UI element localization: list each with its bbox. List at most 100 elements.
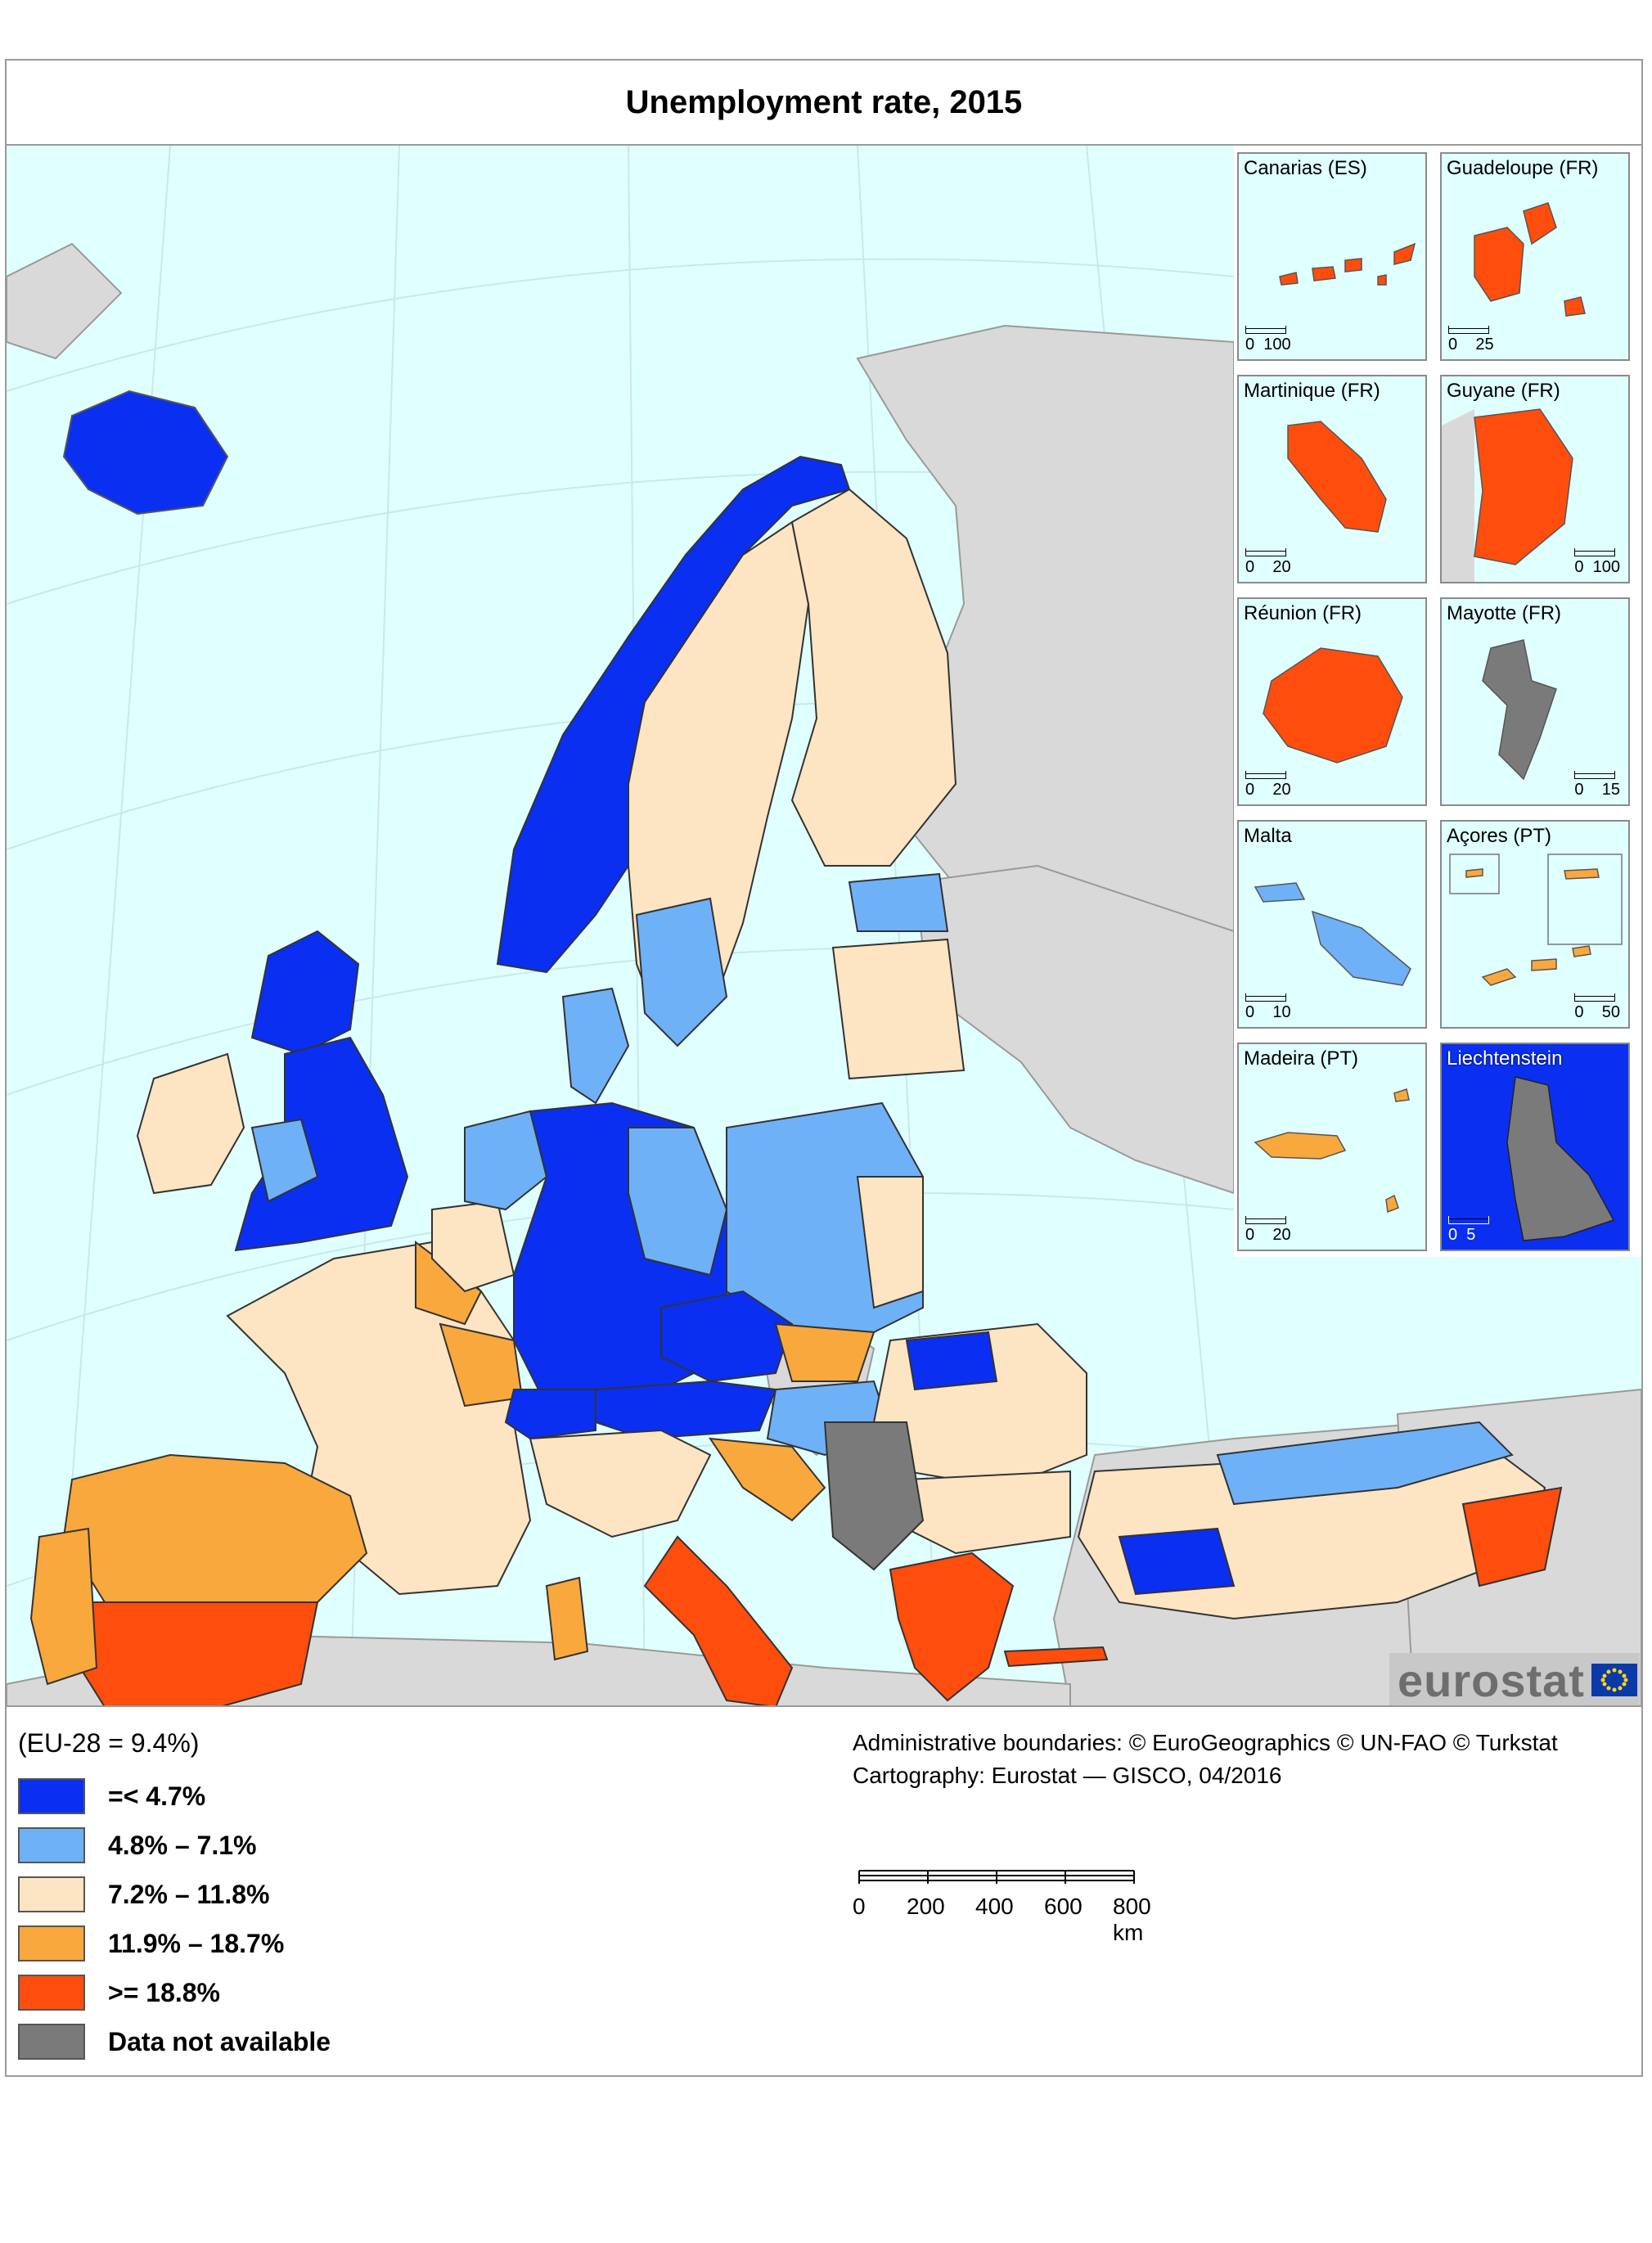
inset-guyane: Guyane (FR) 0 100 xyxy=(1440,375,1630,583)
inset-scale-bar xyxy=(1245,326,1286,334)
turkey-north xyxy=(1216,1421,1514,1506)
inset-reunion: Réunion (FR) 0 20 xyxy=(1237,597,1427,806)
serbia-na xyxy=(823,1421,925,1571)
inset-scale-bar xyxy=(1574,771,1616,779)
legend-label: >= 18.8% xyxy=(108,1977,220,2007)
inset-madeira: Madeira (PT) 0 20 xyxy=(1237,1043,1427,1251)
iceland xyxy=(62,390,229,516)
romania-bucharest xyxy=(905,1331,998,1391)
eu-flag-icon xyxy=(1591,1664,1637,1696)
eu-stars xyxy=(1600,1668,1628,1692)
austria xyxy=(595,1380,777,1440)
inset-scale-bar xyxy=(1245,993,1286,1002)
slovakia xyxy=(774,1322,876,1382)
inset-scale: 0 15 xyxy=(1574,771,1620,799)
legend-item: 4.8% – 7.1% xyxy=(18,1821,331,1870)
inset-scale-bar xyxy=(1245,1216,1286,1224)
guadeloupe-shape xyxy=(1474,202,1586,317)
legend-label: 11.9% – 18.7% xyxy=(108,1928,285,1958)
inset-label: Canarias (ES) xyxy=(1244,157,1367,179)
estonia xyxy=(848,872,949,932)
credits-boundaries: Administrative boundaries: © EuroGeograp… xyxy=(853,1730,1558,1755)
scale-tick: 800 km xyxy=(1113,1894,1151,1945)
legend-swatch xyxy=(18,1827,85,1863)
inset-scale-bar xyxy=(1448,326,1489,334)
inset-label: Guyane (FR) xyxy=(1447,380,1560,402)
inset-label: Martinique (FR) xyxy=(1244,380,1380,402)
inset-mayotte: Mayotte (FR) 0 15 xyxy=(1440,597,1630,806)
inset-scale: 0 10 xyxy=(1245,993,1291,1022)
reunion-shape xyxy=(1263,647,1403,763)
sardinia xyxy=(545,1576,589,1661)
mayotte-shape xyxy=(1482,639,1557,781)
inset-scale: 0 20 xyxy=(1245,771,1291,799)
denmark xyxy=(561,987,630,1105)
greenland-coast xyxy=(7,242,123,360)
legend-item: =< 4.7% xyxy=(18,1772,331,1821)
italy-north xyxy=(529,1429,712,1538)
poland-east xyxy=(856,1176,924,1309)
legend-swatch xyxy=(18,1925,85,1961)
inset-label: Réunion (FR) xyxy=(1244,602,1362,624)
inset-scale-bar xyxy=(1448,1216,1489,1224)
inset-label: Liechtenstein xyxy=(1447,1047,1563,1070)
inset-scale: 0 5 xyxy=(1448,1216,1489,1245)
inset-label: Açores (PT) xyxy=(1447,825,1552,847)
martinique-shape xyxy=(1287,421,1387,533)
croatia xyxy=(708,1437,826,1522)
inset-martinique: Martinique (FR) 0 20 xyxy=(1237,375,1427,583)
legend-item: >= 18.8% xyxy=(18,1968,331,2017)
germany-east xyxy=(628,1127,728,1277)
inset-scale: 0 25 xyxy=(1448,326,1494,354)
legend-label: 7.2% – 11.8% xyxy=(108,1879,270,1909)
inset-label: Guadeloupe (FR) xyxy=(1447,157,1599,179)
inset-scale: 0 20 xyxy=(1245,1216,1291,1245)
turkey-southeast xyxy=(1461,1486,1563,1588)
scale-tick: 400 xyxy=(975,1894,1014,1919)
inset-label: Madeira (PT) xyxy=(1244,1047,1359,1070)
legend-swatch xyxy=(18,2024,85,2060)
inset-label: Mayotte (FR) xyxy=(1447,602,1562,624)
title-bar: Unemployment rate, 2015 xyxy=(7,61,1641,146)
sweden-south xyxy=(635,897,728,1047)
legend-swatch xyxy=(18,1975,85,2011)
legend-label: 4.8% – 7.1% xyxy=(108,1830,257,1860)
madeira-shape xyxy=(1254,1088,1410,1214)
legend-label: =< 4.7% xyxy=(108,1781,206,1811)
inset-scale: 0 100 xyxy=(1574,548,1620,577)
credits: Administrative boundaries: © EuroGeograp… xyxy=(853,1727,1558,1792)
bulgaria xyxy=(906,1470,1071,1555)
map-area: Canarias (ES) 0 100 Guadeloupe (FR) 0 25… xyxy=(7,146,1641,1707)
crete xyxy=(1003,1646,1109,1668)
inset-scale-bar xyxy=(1574,548,1616,556)
legend-swatch xyxy=(18,1778,85,1814)
inset-guadeloupe: Guadeloupe (FR) 0 25 xyxy=(1440,152,1630,361)
inset-acores: Açores (PT) 0 50 xyxy=(1440,820,1630,1029)
inset-label: Malta xyxy=(1244,825,1292,847)
uk-wales-midlands xyxy=(250,1118,319,1203)
legend-swatch xyxy=(18,1876,85,1912)
scale-tick: 0 xyxy=(853,1894,866,1919)
credits-cartography: Cartography: Eurostat — GISCO, 04/2016 xyxy=(853,1763,1282,1788)
netherlands xyxy=(464,1110,548,1211)
inset-scale-bar xyxy=(1245,771,1286,779)
legend-item: 11.9% – 18.7% xyxy=(18,1919,331,1968)
scale-tick: 200 xyxy=(907,1894,945,1919)
legend-label: Data not available xyxy=(108,2026,331,2056)
legend: (EU-28 = 9.4%) =< 4.7% 4.8% – 7.1% 7.2% … xyxy=(18,1728,331,2066)
eu-average-label: (EU-28 = 9.4%) xyxy=(18,1728,200,1758)
sweden xyxy=(628,520,810,1031)
scale-tick: 600 xyxy=(1044,1894,1083,1919)
legend-item: Data not available xyxy=(18,2017,331,2066)
greece xyxy=(889,1552,1015,1702)
acores-shape xyxy=(1449,854,1623,986)
uk-scotland xyxy=(250,930,360,1056)
legend-item: 7.2% – 11.8% xyxy=(18,1870,331,1919)
inset-scale: 0 20 xyxy=(1245,548,1291,577)
malta-shape xyxy=(1254,882,1411,986)
italy-south xyxy=(643,1535,794,1705)
eurostat-logo: eurostat xyxy=(1389,1653,1640,1705)
turkey-ankara xyxy=(1118,1527,1236,1596)
czechia xyxy=(660,1290,794,1383)
portugal xyxy=(29,1527,98,1686)
